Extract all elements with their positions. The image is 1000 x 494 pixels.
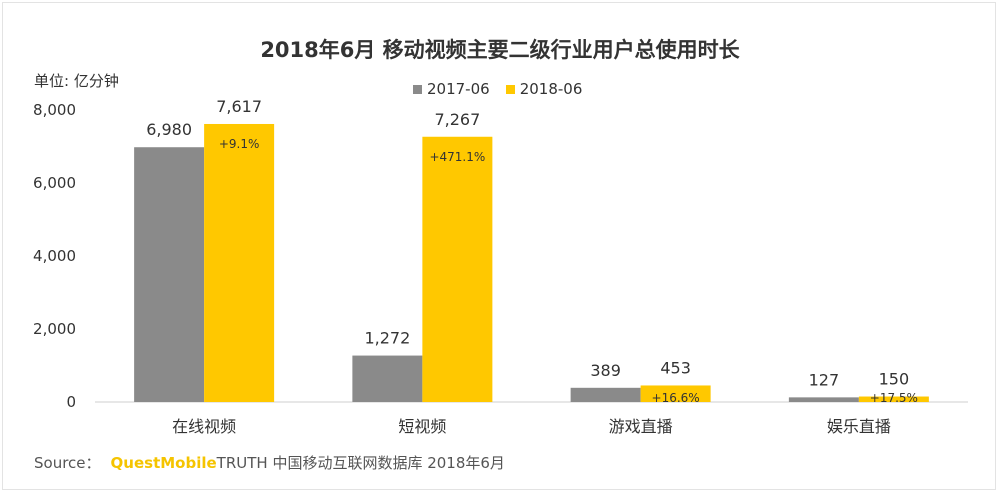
source-line: Source： QuestMobileTRUTH 中国移动互联网数据库 2018年… <box>34 452 505 473</box>
bar-2017-06 <box>570 387 641 402</box>
bar-2017-06 <box>788 397 859 402</box>
bar-2018-06 <box>422 136 493 402</box>
legend: 2017-06 2018-06 <box>413 80 598 98</box>
bar-2017-06 <box>134 147 205 402</box>
y-tick-label: 6,000 <box>33 174 76 192</box>
y-tick-label: 8,000 <box>33 101 76 119</box>
legend-swatch-2018 <box>505 84 515 94</box>
bar-value-label: 389 <box>590 361 621 380</box>
source-suffix: TRUTH 中国移动互联网数据库 2018年6月 <box>216 454 505 472</box>
bar-value-label: 7,617 <box>216 97 262 116</box>
bar-value-label: 7,267 <box>434 110 480 129</box>
bar-value-label: 6,980 <box>146 120 192 139</box>
category-label: 游戏直播 <box>609 417 673 436</box>
y-tick-label: 0 <box>66 393 76 411</box>
category-label: 短视频 <box>398 417 446 436</box>
growth-label: +17.5% <box>870 391 918 405</box>
bar-value-label: 150 <box>879 370 910 389</box>
bar-value-label: 453 <box>660 358 691 377</box>
chart-title: 2018年6月 移动视频主要二级行业用户总使用时长 <box>260 38 740 62</box>
category-label: 娱乐直播 <box>827 417 891 436</box>
bar-2018-06 <box>204 123 275 403</box>
bar-2018-06 <box>640 385 711 402</box>
bar-2018-06 <box>858 396 929 402</box>
growth-label: +471.1% <box>429 150 485 164</box>
legend-label-2018: 2018-06 <box>519 80 583 98</box>
y-tick-label: 4,000 <box>33 247 76 265</box>
bar-value-label: 1,272 <box>364 329 410 348</box>
growth-label: +16.6% <box>652 391 700 405</box>
legend-swatch-2017 <box>413 84 422 94</box>
source-prefix: Source： <box>34 454 101 472</box>
legend-label-2017: 2017-06 <box>427 80 490 98</box>
category-label: 在线视频 <box>172 417 236 436</box>
legend-item-2017: 2017-06 <box>413 80 490 98</box>
y-tick-label: 2,000 <box>33 320 76 338</box>
source-brand: QuestMobile <box>110 454 217 472</box>
legend-item-2018: 2018-06 <box>505 80 583 98</box>
growth-label: +9.1% <box>219 137 260 151</box>
unit-label: 单位: 亿分钟 <box>34 72 119 90</box>
bar-2017-06 <box>352 355 423 402</box>
bar-value-label: 127 <box>809 370 840 389</box>
